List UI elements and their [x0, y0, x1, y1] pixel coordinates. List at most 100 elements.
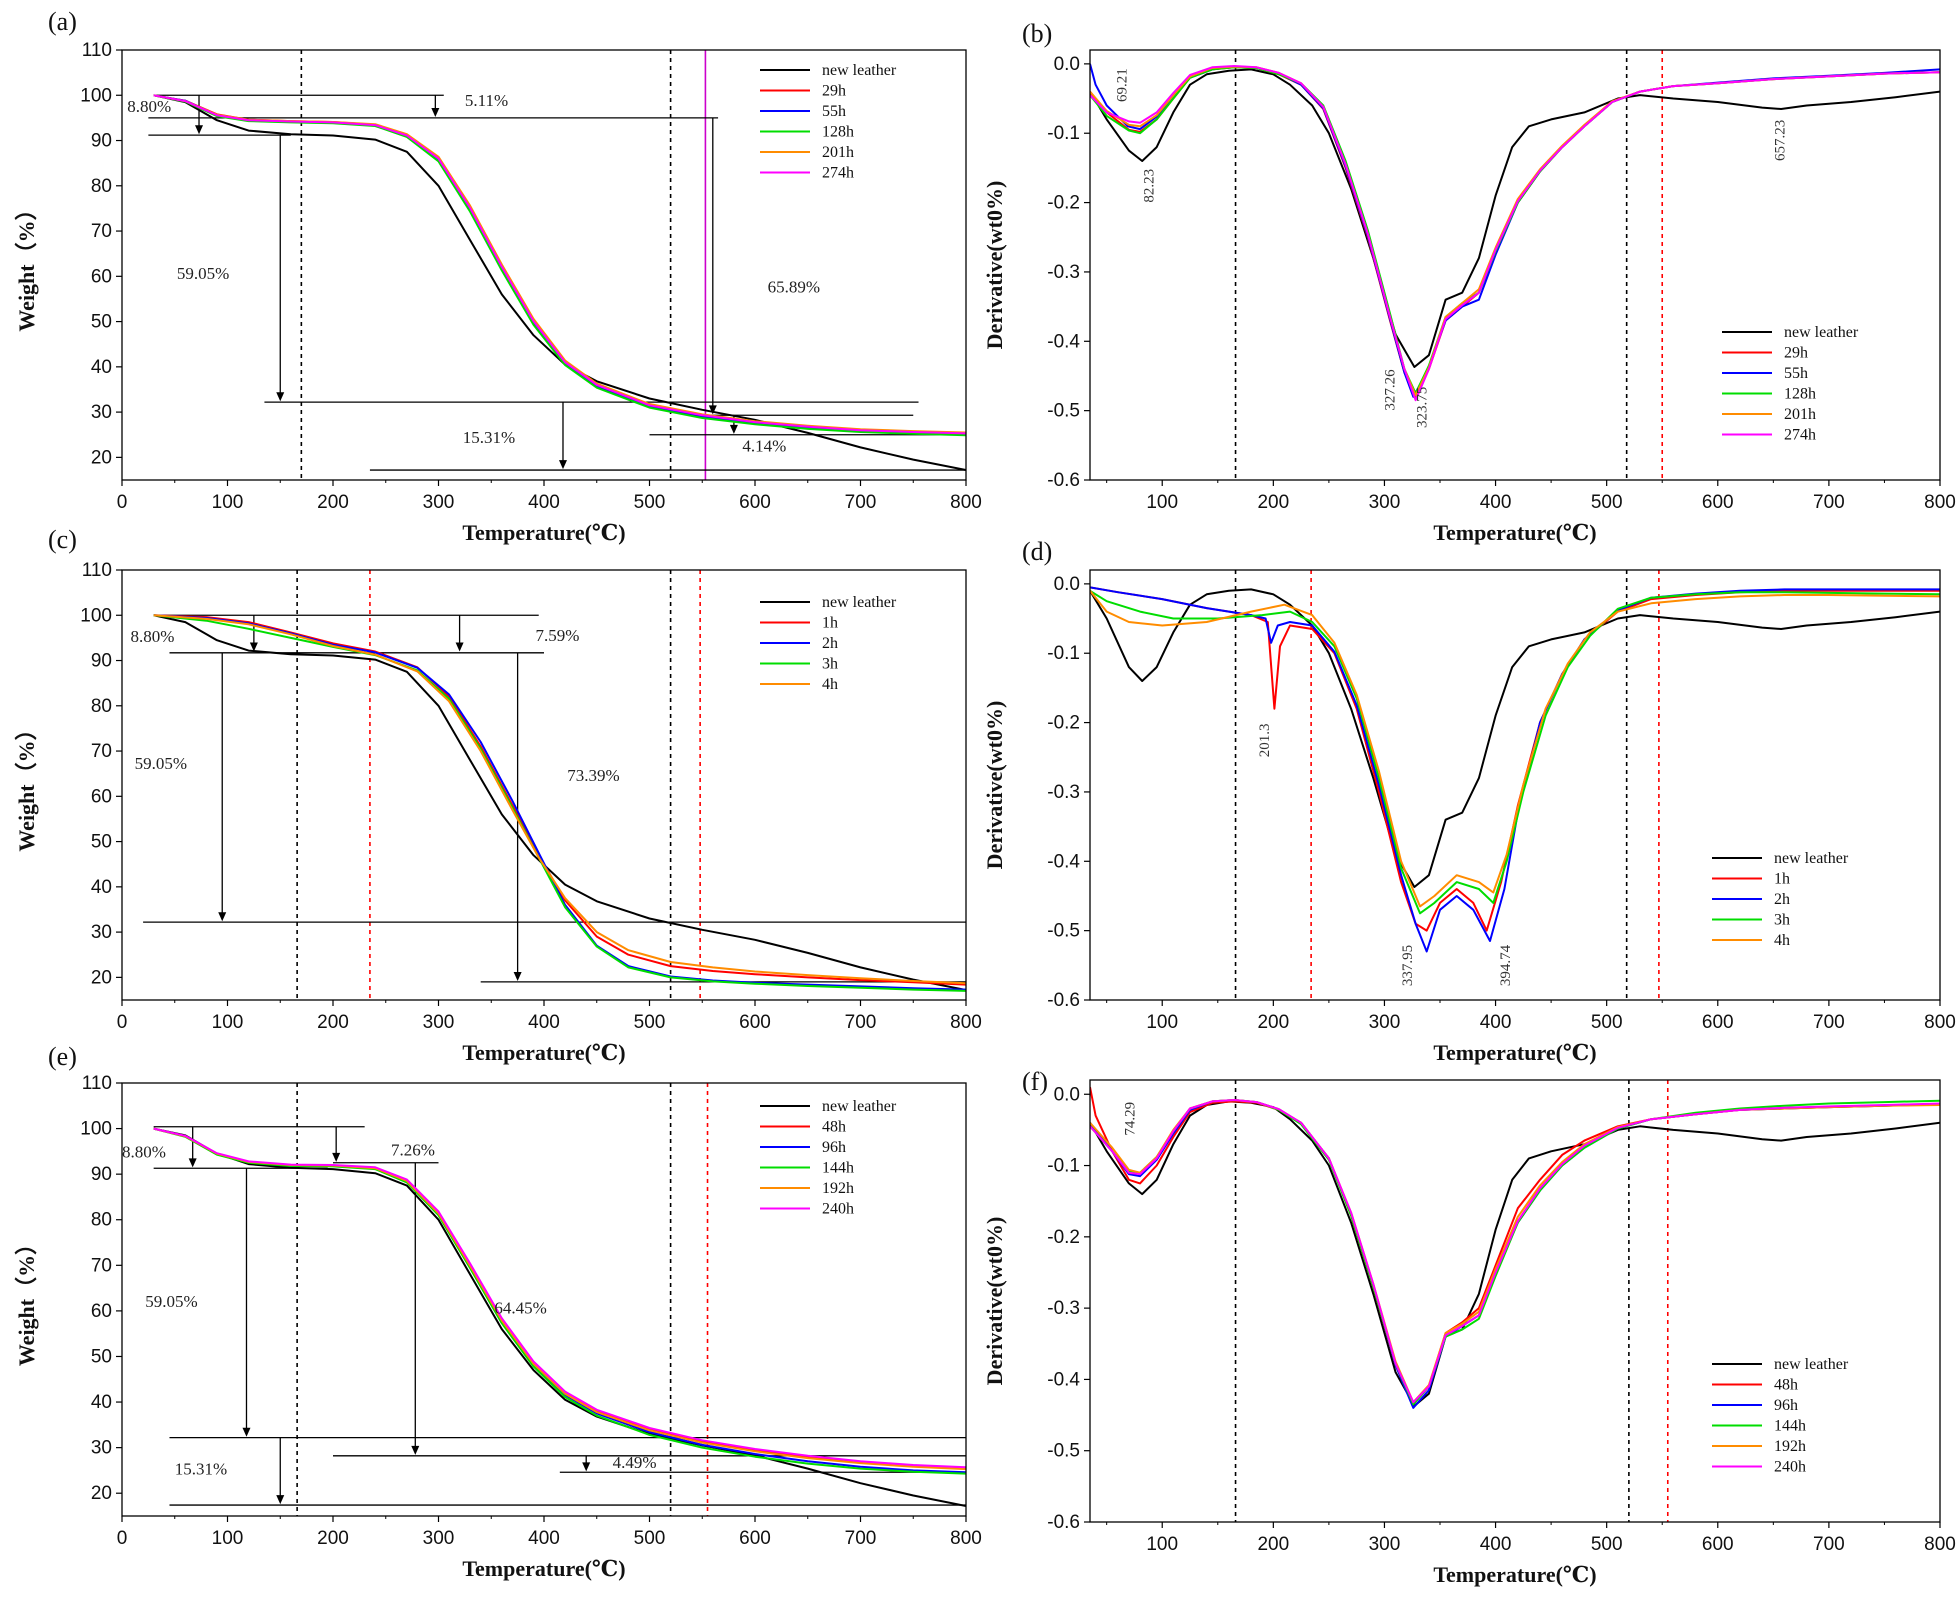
legend-label: 1h	[822, 615, 838, 632]
arrow-head	[276, 392, 285, 402]
arrow-head	[332, 1152, 341, 1162]
legend-label: 4h	[1774, 932, 1790, 949]
y-tick-label: 0.0	[1054, 54, 1080, 75]
legend-label: 2h	[822, 635, 838, 652]
legend-label: 201h	[822, 144, 854, 161]
x-tick-label: 200	[1257, 1012, 1289, 1033]
panel-label: (a)	[48, 7, 77, 36]
x-axis-label: Temperature(℃)	[1433, 520, 1596, 545]
x-tick-label: 600	[739, 492, 771, 513]
legend-label: 240h	[1774, 1459, 1806, 1476]
y-tick-label: 90	[91, 131, 112, 152]
y-tick-label: 30	[91, 402, 112, 423]
x-tick-label: 800	[1924, 1012, 1956, 1033]
x-tick-label: 400	[1480, 1534, 1512, 1555]
x-tick-label: 500	[1591, 492, 1623, 513]
annotation-label: 15.31%	[463, 428, 515, 447]
annotation-label: 82.23	[1141, 169, 1157, 203]
legend-label: 240h	[822, 1201, 854, 1218]
y-tick-label: -0.5	[1047, 1441, 1080, 1462]
legend-label: 201h	[1784, 406, 1816, 423]
annotation-label: 59.05%	[135, 754, 187, 773]
x-tick-label: 600	[1702, 492, 1734, 513]
series-line-1	[153, 614, 966, 986]
arrow-head	[242, 1427, 251, 1437]
y-tick-label: 70	[91, 221, 112, 242]
y-tick-label: 90	[91, 1164, 112, 1185]
panel-label: (d)	[1022, 537, 1052, 566]
legend-label: new leather	[1774, 1356, 1849, 1373]
x-tick-label: 800	[1924, 492, 1956, 513]
panel-label: (b)	[1022, 19, 1052, 48]
annotation-label: 7.26%	[391, 1140, 435, 1159]
y-tick-label: 30	[91, 922, 112, 943]
annotation-label: 5.11%	[465, 91, 508, 110]
series-line-2	[153, 614, 966, 991]
arrow-head	[195, 125, 204, 135]
x-tick-label: 100	[212, 1528, 244, 1549]
series-line-1	[1090, 66, 1940, 400]
panel-0: (a) 8.80% 5.11% 59.05% 65.89% 15.31% 4.14% 0 100…	[14, 7, 982, 545]
legend-label: 3h	[822, 656, 838, 673]
x-axis-label: Temperature(℃)	[462, 520, 625, 545]
x-tick-label: 800	[950, 1012, 982, 1033]
panel-label: (e)	[48, 1042, 77, 1071]
legend-label: 192h	[822, 1180, 854, 1197]
x-axis-label: Temperature(℃)	[1433, 1040, 1596, 1065]
x-tick-label: 600	[1702, 1012, 1734, 1033]
y-tick-label: 40	[91, 357, 112, 378]
x-tick-label: 700	[845, 1012, 877, 1033]
x-tick-label: 500	[634, 492, 666, 513]
legend-label: 274h	[1784, 427, 1816, 444]
x-tick-label: 700	[1813, 492, 1845, 513]
x-tick-label: 100	[212, 492, 244, 513]
x-tick-label: 200	[317, 1012, 349, 1033]
legend-label: new leather	[822, 1098, 897, 1115]
legend: new leather 29h 55h 128h 201h 274h	[1722, 324, 1859, 444]
annotation-label: 327.26	[1382, 369, 1398, 411]
x-tick-label: 300	[1369, 1012, 1401, 1033]
y-tick-label: 40	[91, 1392, 112, 1413]
x-tick-label: 500	[1591, 1012, 1623, 1033]
annotation-label: 7.59%	[536, 626, 580, 645]
y-axis-label: Weight（%）	[14, 1233, 39, 1366]
x-tick-label: 0	[117, 1012, 128, 1033]
legend-label: 55h	[1784, 365, 1808, 382]
panel-2: (c) 8.80% 7.59% 59.05% 73.39% 0 100 200 300 400 50…	[14, 525, 982, 1065]
series-line-4	[1090, 65, 1940, 397]
series-line-3	[1090, 66, 1940, 395]
legend-label: 128h	[1784, 386, 1816, 403]
y-tick-label: 20	[91, 967, 112, 988]
legend-label: 48h	[1774, 1377, 1798, 1394]
y-tick-label: -0.6	[1047, 990, 1080, 1011]
series-line-0	[153, 1127, 966, 1507]
x-tick-label: 500	[1591, 1534, 1623, 1555]
plot-area	[1090, 570, 1940, 1000]
arrow-head	[411, 1445, 420, 1455]
y-axis-label: Derivative(wt0%)	[982, 701, 1007, 870]
series-line-2	[1090, 63, 1940, 398]
x-tick-label: 100	[1146, 492, 1178, 513]
plot-frame	[1089, 1079, 1941, 1523]
x-tick-label: 700	[1813, 1534, 1845, 1555]
x-tick-label: 200	[317, 1528, 349, 1549]
y-tick-label: 100	[80, 85, 112, 106]
x-tick-label: 600	[1702, 1534, 1734, 1555]
legend-label: new leather	[1774, 850, 1849, 867]
annotation-label: 4.49%	[613, 1453, 657, 1472]
x-tick-label: 700	[845, 1528, 877, 1549]
legend-label: 96h	[1774, 1397, 1798, 1414]
legend-label: 274h	[822, 165, 854, 182]
series-line-5	[153, 1127, 966, 1469]
y-tick-label: -0.3	[1047, 782, 1080, 803]
arrow-head	[558, 460, 567, 470]
x-axis-label: Temperature(℃)	[462, 1040, 625, 1065]
legend-label: 29h	[1784, 345, 1808, 362]
x-tick-label: 800	[1924, 1534, 1956, 1555]
annotation-label: 59.05%	[145, 1292, 197, 1311]
legend-label: 144h	[1774, 1418, 1806, 1435]
series-line-5	[1090, 65, 1940, 402]
legend-label: 2h	[1774, 891, 1790, 908]
x-tick-label: 200	[1257, 1534, 1289, 1555]
y-tick-label: 20	[91, 1483, 112, 1504]
